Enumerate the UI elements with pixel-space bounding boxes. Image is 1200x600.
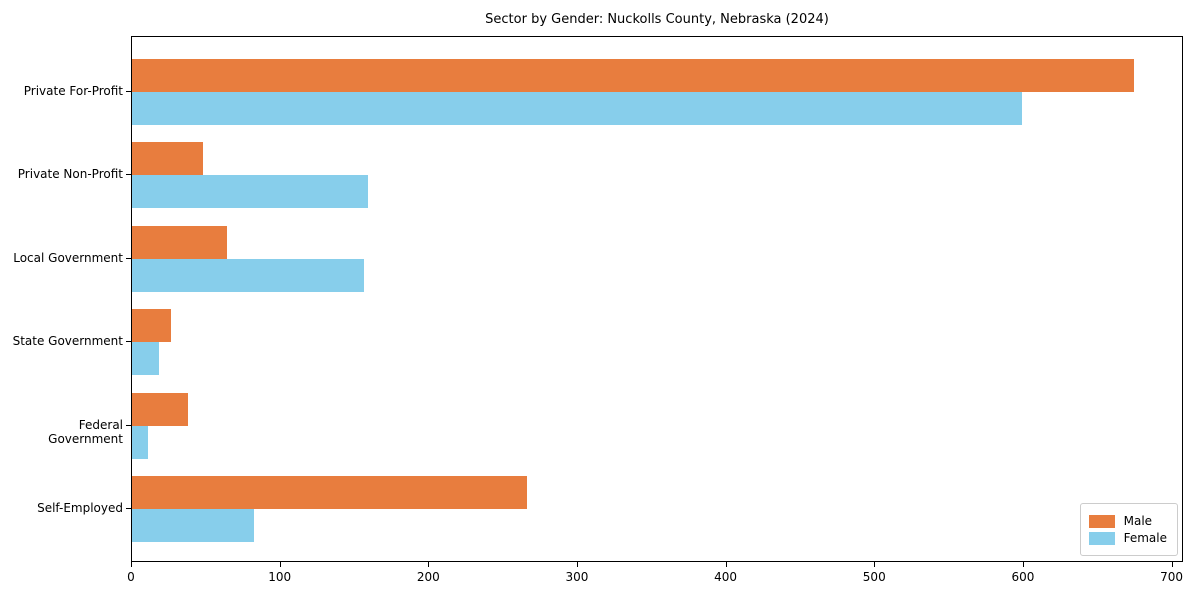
bar-female-private-non-profit [132, 175, 369, 209]
bar-female-private-for-profit [132, 92, 1023, 125]
y-tick-mark [126, 424, 131, 426]
x-tick-label-500: 500 [862, 570, 886, 584]
y-tick-label-private-non-profit: Private Non-Profit [17, 167, 123, 182]
x-tick-label-600: 600 [1011, 570, 1035, 584]
x-tick-mark [279, 562, 281, 567]
y-tick-mark [126, 91, 131, 92]
x-tick-mark [428, 562, 430, 567]
legend-swatch-male [1088, 514, 1115, 528]
bar-female-federal-government [132, 425, 149, 459]
bar-male-private-for-profit [132, 59, 1134, 92]
x-tick-mark [874, 562, 876, 567]
legend-label-female: Female [1123, 531, 1167, 545]
x-tick-mark [1171, 562, 1173, 567]
x-tick-mark [576, 562, 578, 567]
bar-male-self-employed [132, 476, 528, 509]
y-tick-label-local-government: Local Government [13, 250, 123, 265]
bar-female-self-employed [132, 509, 254, 542]
y-tick-label-state-government: State Government [12, 334, 123, 349]
x-tick-label-0: 0 [127, 570, 135, 584]
legend-item-male: Male [1088, 514, 1167, 528]
y-tick-label-self-employed: Self-Employed [37, 501, 123, 515]
x-tick-label-100: 100 [268, 570, 292, 584]
plot-area: Male Female [131, 36, 1183, 562]
y-tick-label-private-for-profit: Private For-Profit [23, 84, 123, 98]
chart-title: Sector by Gender: Nuckolls County, Nebra… [485, 12, 829, 27]
bar-male-federal-government [132, 392, 189, 426]
bar-male-local-government [132, 225, 228, 259]
x-tick-label-200: 200 [416, 570, 440, 584]
legend-label-male: Male [1123, 514, 1153, 528]
x-tick-label-400: 400 [714, 570, 738, 584]
legend-item-female: Female [1088, 531, 1167, 545]
y-tick-mark [126, 508, 131, 509]
legend-swatch-female [1088, 531, 1115, 545]
bar-male-state-government [132, 309, 171, 343]
x-tick-mark [131, 562, 132, 567]
x-tick-label-700: 700 [1160, 570, 1183, 584]
x-tick-mark [1022, 562, 1024, 567]
y-tick-mark [126, 174, 131, 176]
y-tick-label-federal-government: Federal Government [48, 417, 123, 446]
x-tick-mark [725, 562, 727, 567]
x-tick-label-300: 300 [565, 570, 589, 584]
bar-female-local-government [132, 258, 364, 292]
legend: Male Female [1079, 503, 1178, 556]
bar-female-state-government [132, 342, 159, 376]
y-tick-mark [126, 341, 131, 343]
bar-male-private-non-profit [132, 142, 204, 176]
y-tick-mark [126, 257, 131, 259]
